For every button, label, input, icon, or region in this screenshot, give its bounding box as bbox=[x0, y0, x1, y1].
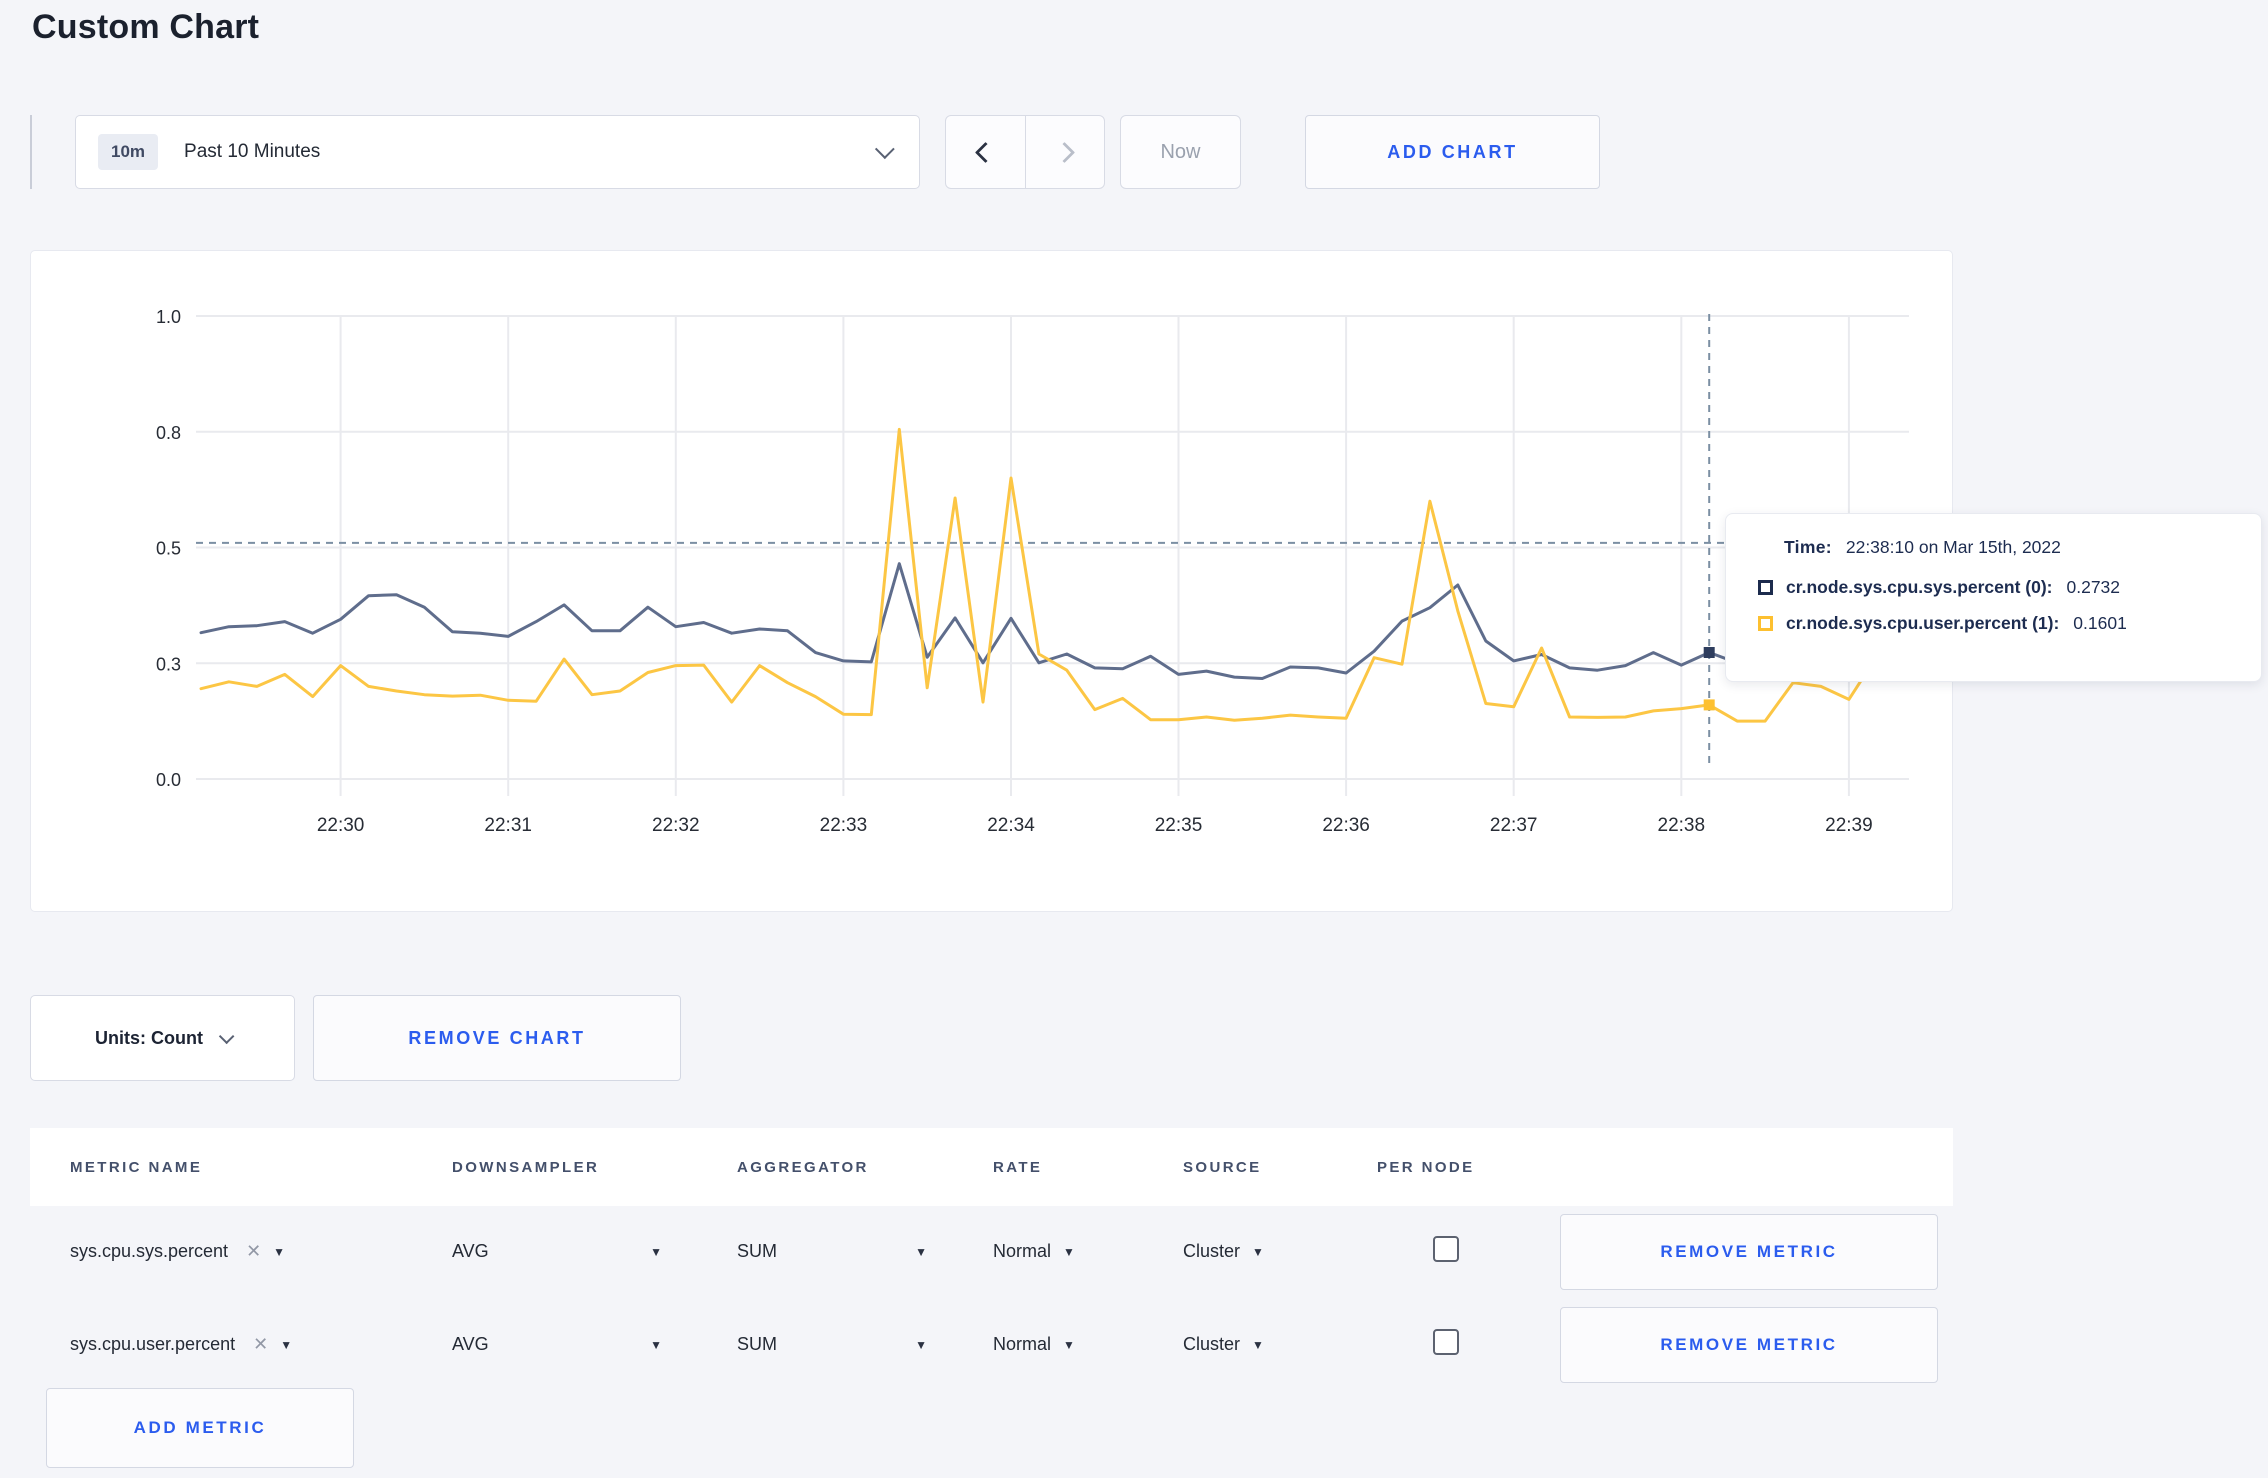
svg-text:0.3: 0.3 bbox=[156, 654, 181, 674]
svg-text:22:39: 22:39 bbox=[1825, 815, 1873, 836]
downsampler-select[interactable]: AVG ▼ bbox=[452, 1241, 662, 1262]
source-value: Cluster bbox=[1183, 1241, 1241, 1261]
add-metric-button[interactable]: ADD METRIC bbox=[46, 1388, 354, 1468]
chart-card: 1.0 0.8 0.5 0.3 0.0 22:30 22:31 22:32 22:33 22:34… bbox=[30, 250, 1953, 912]
metric-name-select[interactable]: sys.cpu.user.percent ✕ ▼ bbox=[70, 1334, 452, 1355]
header-rate: RATE bbox=[993, 1158, 1043, 1176]
time-range-label: Past 10 Minutes bbox=[184, 141, 321, 162]
toolbar-left-rule bbox=[30, 115, 32, 189]
svg-text:22:37: 22:37 bbox=[1490, 815, 1538, 836]
aggregator-value: SUM bbox=[737, 1241, 777, 1261]
metrics-table-header: METRIC NAME DOWNSAMPLER AGGREGATOR RATE … bbox=[30, 1128, 1953, 1206]
header-downsampler: DOWNSAMPLER bbox=[452, 1158, 600, 1176]
time-nav-group bbox=[945, 115, 1105, 189]
rate-select[interactable]: Normal ▼ bbox=[993, 1334, 1183, 1355]
tooltip-series-row: cr.node.sys.cpu.user.percent (1): 0.1601 bbox=[1758, 613, 2237, 634]
svg-text:22:38: 22:38 bbox=[1658, 815, 1706, 836]
caret-down-icon: ▼ bbox=[273, 1244, 286, 1259]
caret-down-icon: ▼ bbox=[1063, 1337, 1075, 1352]
header-aggregator: AGGREGATOR bbox=[737, 1158, 869, 1176]
remove-metric-button[interactable]: REMOVE METRIC bbox=[1560, 1213, 1938, 1290]
caret-down-icon: ▼ bbox=[1252, 1244, 1264, 1259]
table-row: sys.cpu.sys.percent ✕ ▼ AVG ▼ SUM ▼ Norm… bbox=[30, 1205, 1953, 1298]
chart-svg[interactable]: 1.0 0.8 0.5 0.3 0.0 22:30 22:31 22:32 22:33 22:34… bbox=[31, 251, 1954, 913]
per-node-checkbox[interactable] bbox=[1433, 1329, 1459, 1355]
caret-down-icon: ▼ bbox=[650, 1337, 662, 1352]
svg-text:22:33: 22:33 bbox=[820, 815, 868, 836]
svg-text:22:34: 22:34 bbox=[987, 815, 1035, 836]
page-title: Custom Chart bbox=[32, 8, 260, 46]
series-sys-swatch-icon bbox=[1758, 580, 1773, 595]
tooltip-series-value: 0.1601 bbox=[2073, 613, 2127, 633]
chart-tooltip: Time: 22:38:10 on Mar 15th, 2022 cr.node.… bbox=[1725, 513, 2262, 682]
header-per-node: PER NODE bbox=[1377, 1158, 1475, 1176]
remove-metric-button[interactable]: REMOVE METRIC bbox=[1560, 1306, 1938, 1383]
table-row: sys.cpu.user.percent ✕ ▼ AVG ▼ SUM ▼ Nor… bbox=[30, 1298, 1953, 1391]
caret-down-icon: ▼ bbox=[1063, 1244, 1075, 1259]
downsampler-value: AVG bbox=[452, 1334, 489, 1354]
chevron-right-icon bbox=[1054, 141, 1076, 163]
per-node-checkbox[interactable] bbox=[1433, 1236, 1459, 1262]
units-select-label: Units: Count bbox=[95, 1027, 203, 1048]
aggregator-select[interactable]: SUM ▼ bbox=[737, 1334, 927, 1355]
time-range-select[interactable]: 10m Past 10 Minutes bbox=[75, 115, 920, 189]
header-source: SOURCE bbox=[1183, 1158, 1262, 1176]
tooltip-time: Time: 22:38:10 on Mar 15th, 2022 bbox=[1758, 537, 2237, 558]
downsampler-select[interactable]: AVG ▼ bbox=[452, 1334, 662, 1355]
time-range-badge: 10m bbox=[98, 134, 159, 170]
metric-name-label: sys.cpu.sys.percent bbox=[70, 1241, 229, 1261]
tooltip-series-name: cr.node.sys.cpu.user.percent (1): bbox=[1786, 613, 2060, 633]
metric-name-select[interactable]: sys.cpu.sys.percent ✕ ▼ bbox=[70, 1241, 452, 1262]
caret-down-icon: ▼ bbox=[915, 1337, 927, 1352]
svg-text:22:36: 22:36 bbox=[1322, 815, 1370, 836]
source-select[interactable]: Cluster ▼ bbox=[1183, 1334, 1377, 1355]
rate-value: Normal bbox=[993, 1334, 1052, 1354]
svg-text:1.0: 1.0 bbox=[156, 307, 181, 327]
caret-down-icon: ▼ bbox=[280, 1337, 293, 1352]
metric-name-label: sys.cpu.user.percent bbox=[70, 1334, 236, 1354]
tooltip-series-name: cr.node.sys.cpu.sys.percent (0): bbox=[1786, 577, 2053, 597]
tooltip-series-value: 0.2732 bbox=[2066, 577, 2121, 597]
add-chart-button[interactable]: ADD CHART bbox=[1305, 115, 1600, 189]
tooltip-series-row: cr.node.sys.cpu.sys.percent (0): 0.2732 bbox=[1758, 577, 2237, 598]
header-metric-name: METRIC NAME bbox=[70, 1158, 203, 1176]
aggregator-select[interactable]: SUM ▼ bbox=[737, 1241, 927, 1262]
svg-text:22:30: 22:30 bbox=[317, 815, 365, 836]
svg-text:0.8: 0.8 bbox=[156, 423, 181, 443]
rate-select[interactable]: Normal ▼ bbox=[993, 1241, 1183, 1262]
svg-text:0.0: 0.0 bbox=[156, 770, 181, 790]
downsampler-value: AVG bbox=[452, 1241, 489, 1261]
rate-value: Normal bbox=[993, 1241, 1052, 1261]
series-user-swatch-icon bbox=[1758, 616, 1773, 631]
time-prev-button[interactable] bbox=[946, 116, 1025, 188]
remove-chart-button[interactable]: REMOVE CHART bbox=[313, 995, 681, 1081]
time-next-button[interactable] bbox=[1024, 116, 1105, 188]
caret-down-icon: ▼ bbox=[1252, 1337, 1264, 1352]
now-button[interactable]: Now bbox=[1120, 115, 1241, 189]
now-button-label: Now bbox=[1160, 140, 1201, 163]
caret-down-icon: ▼ bbox=[915, 1244, 927, 1259]
svg-text:22:35: 22:35 bbox=[1155, 815, 1203, 836]
source-select[interactable]: Cluster ▼ bbox=[1183, 1241, 1377, 1262]
chevron-left-icon bbox=[974, 141, 996, 163]
aggregator-value: SUM bbox=[737, 1334, 777, 1354]
svg-text:0.5: 0.5 bbox=[156, 539, 181, 559]
chevron-down-icon bbox=[218, 1028, 235, 1044]
clear-metric-icon[interactable]: ✕ bbox=[246, 1241, 262, 1261]
svg-text:22:32: 22:32 bbox=[652, 815, 700, 836]
source-value: Cluster bbox=[1183, 1334, 1241, 1354]
tooltip-time-value: 22:38:10 on Mar 15th, 2022 bbox=[1845, 537, 2061, 557]
units-select[interactable]: Units: Count bbox=[30, 995, 295, 1081]
tooltip-time-label: Time: bbox=[1784, 537, 1832, 557]
chevron-down-icon bbox=[874, 139, 895, 160]
caret-down-icon: ▼ bbox=[650, 1244, 662, 1259]
clear-metric-icon[interactable]: ✕ bbox=[253, 1334, 269, 1354]
svg-text:22:31: 22:31 bbox=[484, 815, 532, 836]
